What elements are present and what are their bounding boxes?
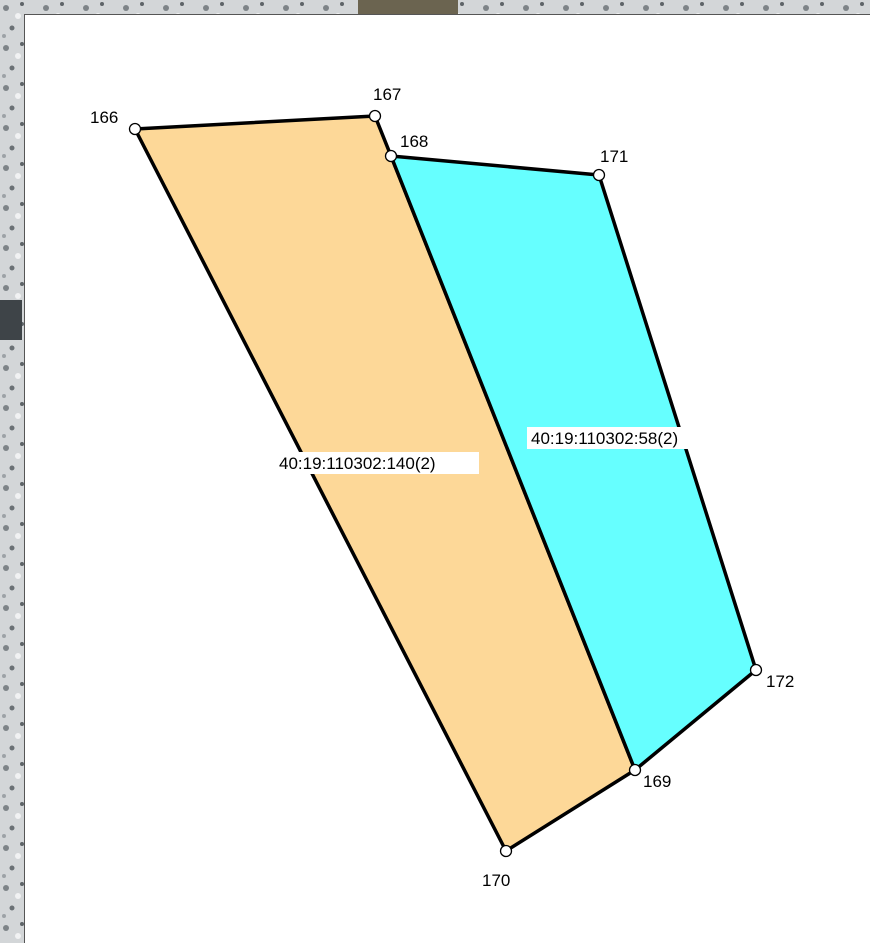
boundary-point-171[interactable]	[592, 168, 606, 182]
map-sheet-border	[24, 14, 870, 943]
point-label-169: 169	[643, 772, 671, 791]
background-road-patch	[358, 0, 458, 14]
point-label-166: 166	[90, 108, 118, 127]
boundary-point-168[interactable]	[384, 149, 398, 163]
parcel-label-bg-58	[527, 427, 714, 449]
boundary-point-166[interactable]	[128, 122, 142, 136]
point-label-167: 167	[373, 85, 401, 104]
background-dark-patch	[0, 300, 22, 340]
parcel-label-140: 40:19:110302:140(2)	[279, 454, 436, 473]
point-label-171: 171	[600, 147, 628, 166]
point-label-172: 172	[766, 672, 794, 691]
boundary-point-169[interactable]	[628, 763, 642, 777]
point-label-168: 168	[400, 132, 428, 151]
boundary-point-172[interactable]	[749, 663, 763, 677]
parcel-label-bg-140	[275, 452, 479, 474]
parcel-label-58: 40:19:110302:58(2)	[531, 429, 678, 448]
boundary-point-167[interactable]	[368, 109, 382, 123]
boundary-point-170[interactable]	[499, 844, 513, 858]
point-label-170: 170	[482, 871, 510, 890]
